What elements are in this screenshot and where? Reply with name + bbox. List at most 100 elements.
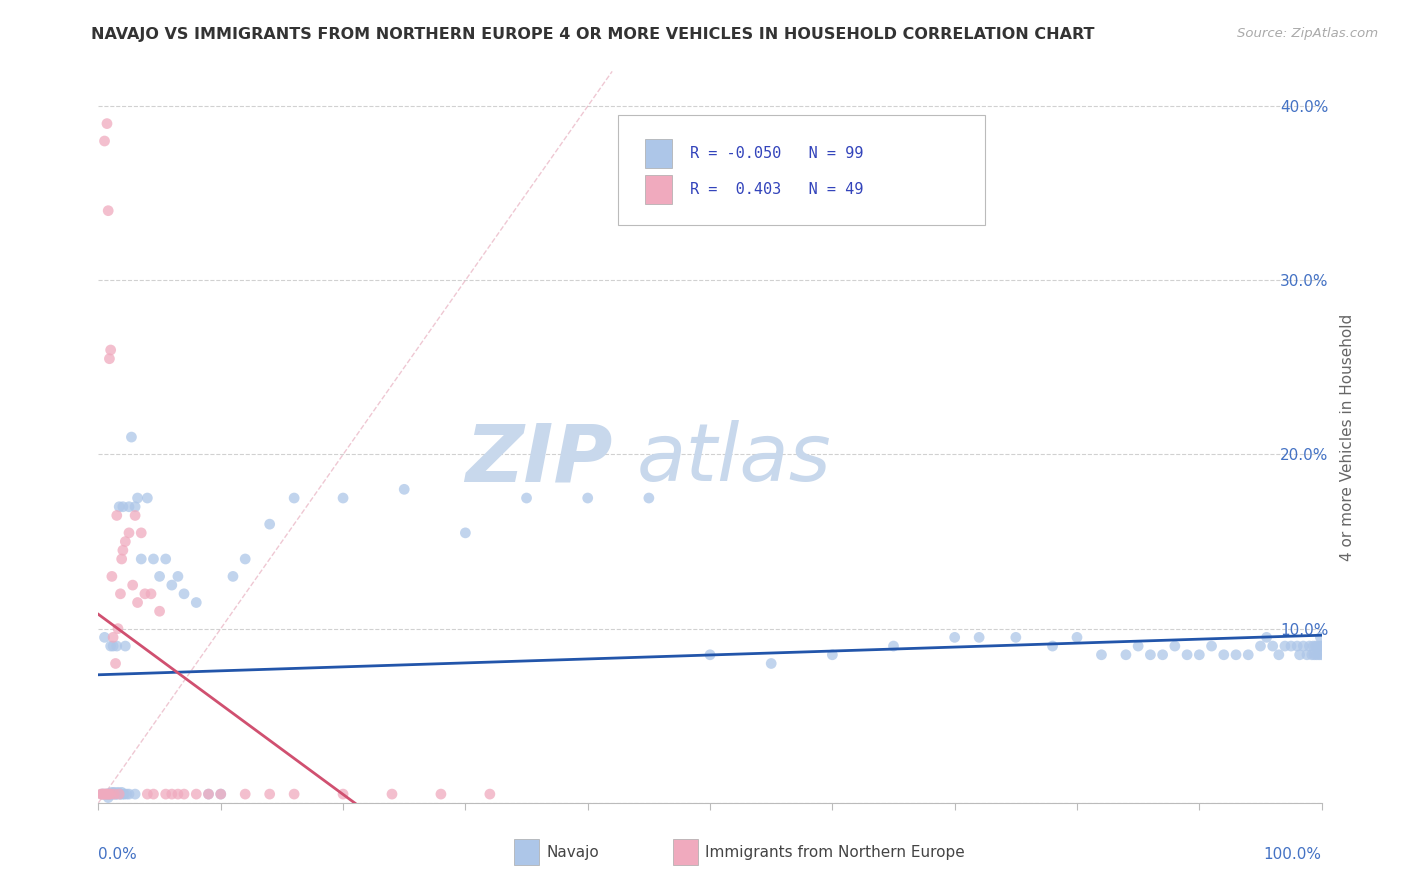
Point	[943, 631, 966, 645]
Point	[91, 787, 114, 801]
Point	[110, 787, 132, 801]
Point	[1066, 631, 1088, 645]
Point	[136, 787, 159, 801]
Point	[105, 787, 128, 801]
Point	[91, 787, 114, 801]
Point	[124, 508, 146, 523]
Point	[1274, 639, 1296, 653]
Point	[110, 787, 132, 801]
Point	[1139, 648, 1161, 662]
Point	[101, 639, 124, 653]
Point	[576, 491, 599, 505]
Point	[93, 631, 115, 645]
Point	[1175, 648, 1198, 662]
Point	[97, 790, 120, 805]
Point	[100, 787, 122, 801]
Point	[103, 785, 125, 799]
Point	[101, 785, 124, 799]
Point	[1305, 639, 1327, 653]
Point	[111, 552, 134, 566]
Point	[160, 578, 183, 592]
Point	[114, 534, 136, 549]
Point	[209, 787, 232, 801]
Point	[118, 500, 141, 514]
Point	[186, 595, 208, 609]
Point	[454, 525, 477, 540]
Point	[883, 639, 905, 653]
Point	[1279, 639, 1302, 653]
Point	[114, 639, 136, 653]
Point	[1256, 631, 1278, 645]
Point	[1249, 639, 1271, 653]
Point	[98, 787, 121, 801]
Point	[111, 787, 134, 801]
Point	[101, 569, 124, 583]
Text: Immigrants from Northern Europe: Immigrants from Northern Europe	[706, 845, 965, 860]
Point	[93, 787, 115, 801]
FancyBboxPatch shape	[619, 115, 986, 225]
Point	[392, 483, 416, 497]
Point	[124, 500, 146, 514]
Point	[1268, 648, 1291, 662]
Point	[1128, 639, 1150, 653]
Point	[1303, 648, 1326, 662]
Point	[104, 657, 127, 671]
Point	[1302, 639, 1324, 653]
Point	[1301, 648, 1323, 662]
Point	[112, 787, 135, 801]
Point	[105, 508, 128, 523]
Point	[1004, 631, 1026, 645]
Point	[142, 552, 165, 566]
Point	[108, 500, 131, 514]
Bar	[673, 839, 697, 865]
Text: ZIP: ZIP	[465, 420, 612, 498]
Point	[332, 491, 354, 505]
Point	[107, 622, 129, 636]
Point	[197, 787, 219, 801]
Text: 100.0%: 100.0%	[1264, 847, 1322, 862]
Point	[100, 787, 122, 801]
Point	[173, 587, 195, 601]
Point	[108, 787, 131, 801]
Point	[115, 787, 138, 801]
Point	[967, 631, 990, 645]
Point	[209, 787, 232, 801]
Point	[430, 787, 453, 801]
Point	[160, 787, 183, 801]
Point	[1306, 648, 1329, 662]
Point	[259, 787, 281, 801]
Point	[142, 787, 165, 801]
Point	[98, 351, 121, 366]
Point	[1188, 648, 1211, 662]
Point	[121, 578, 143, 592]
Point	[167, 569, 190, 583]
Point	[222, 569, 245, 583]
Text: atlas: atlas	[637, 420, 831, 498]
Point	[139, 587, 162, 601]
Point	[1261, 639, 1284, 653]
Point	[98, 787, 121, 801]
Point	[100, 343, 122, 357]
Point	[94, 787, 117, 801]
Point	[259, 517, 281, 532]
Point	[111, 543, 134, 558]
Point	[103, 787, 125, 801]
Point	[1310, 639, 1333, 653]
Point	[91, 787, 114, 801]
Point	[97, 787, 120, 801]
Point	[1309, 639, 1331, 653]
Text: 0.0%: 0.0%	[98, 847, 138, 862]
Point	[283, 491, 305, 505]
Point	[478, 787, 501, 801]
Point	[118, 525, 141, 540]
Point	[1296, 648, 1319, 662]
Point	[127, 491, 149, 505]
Point	[136, 491, 159, 505]
Point	[110, 587, 132, 601]
Point	[104, 787, 127, 801]
Point	[101, 787, 124, 801]
Point	[1298, 639, 1320, 653]
Bar	[515, 839, 538, 865]
Text: Source: ZipAtlas.com: Source: ZipAtlas.com	[1237, 27, 1378, 40]
Point	[1286, 639, 1309, 653]
